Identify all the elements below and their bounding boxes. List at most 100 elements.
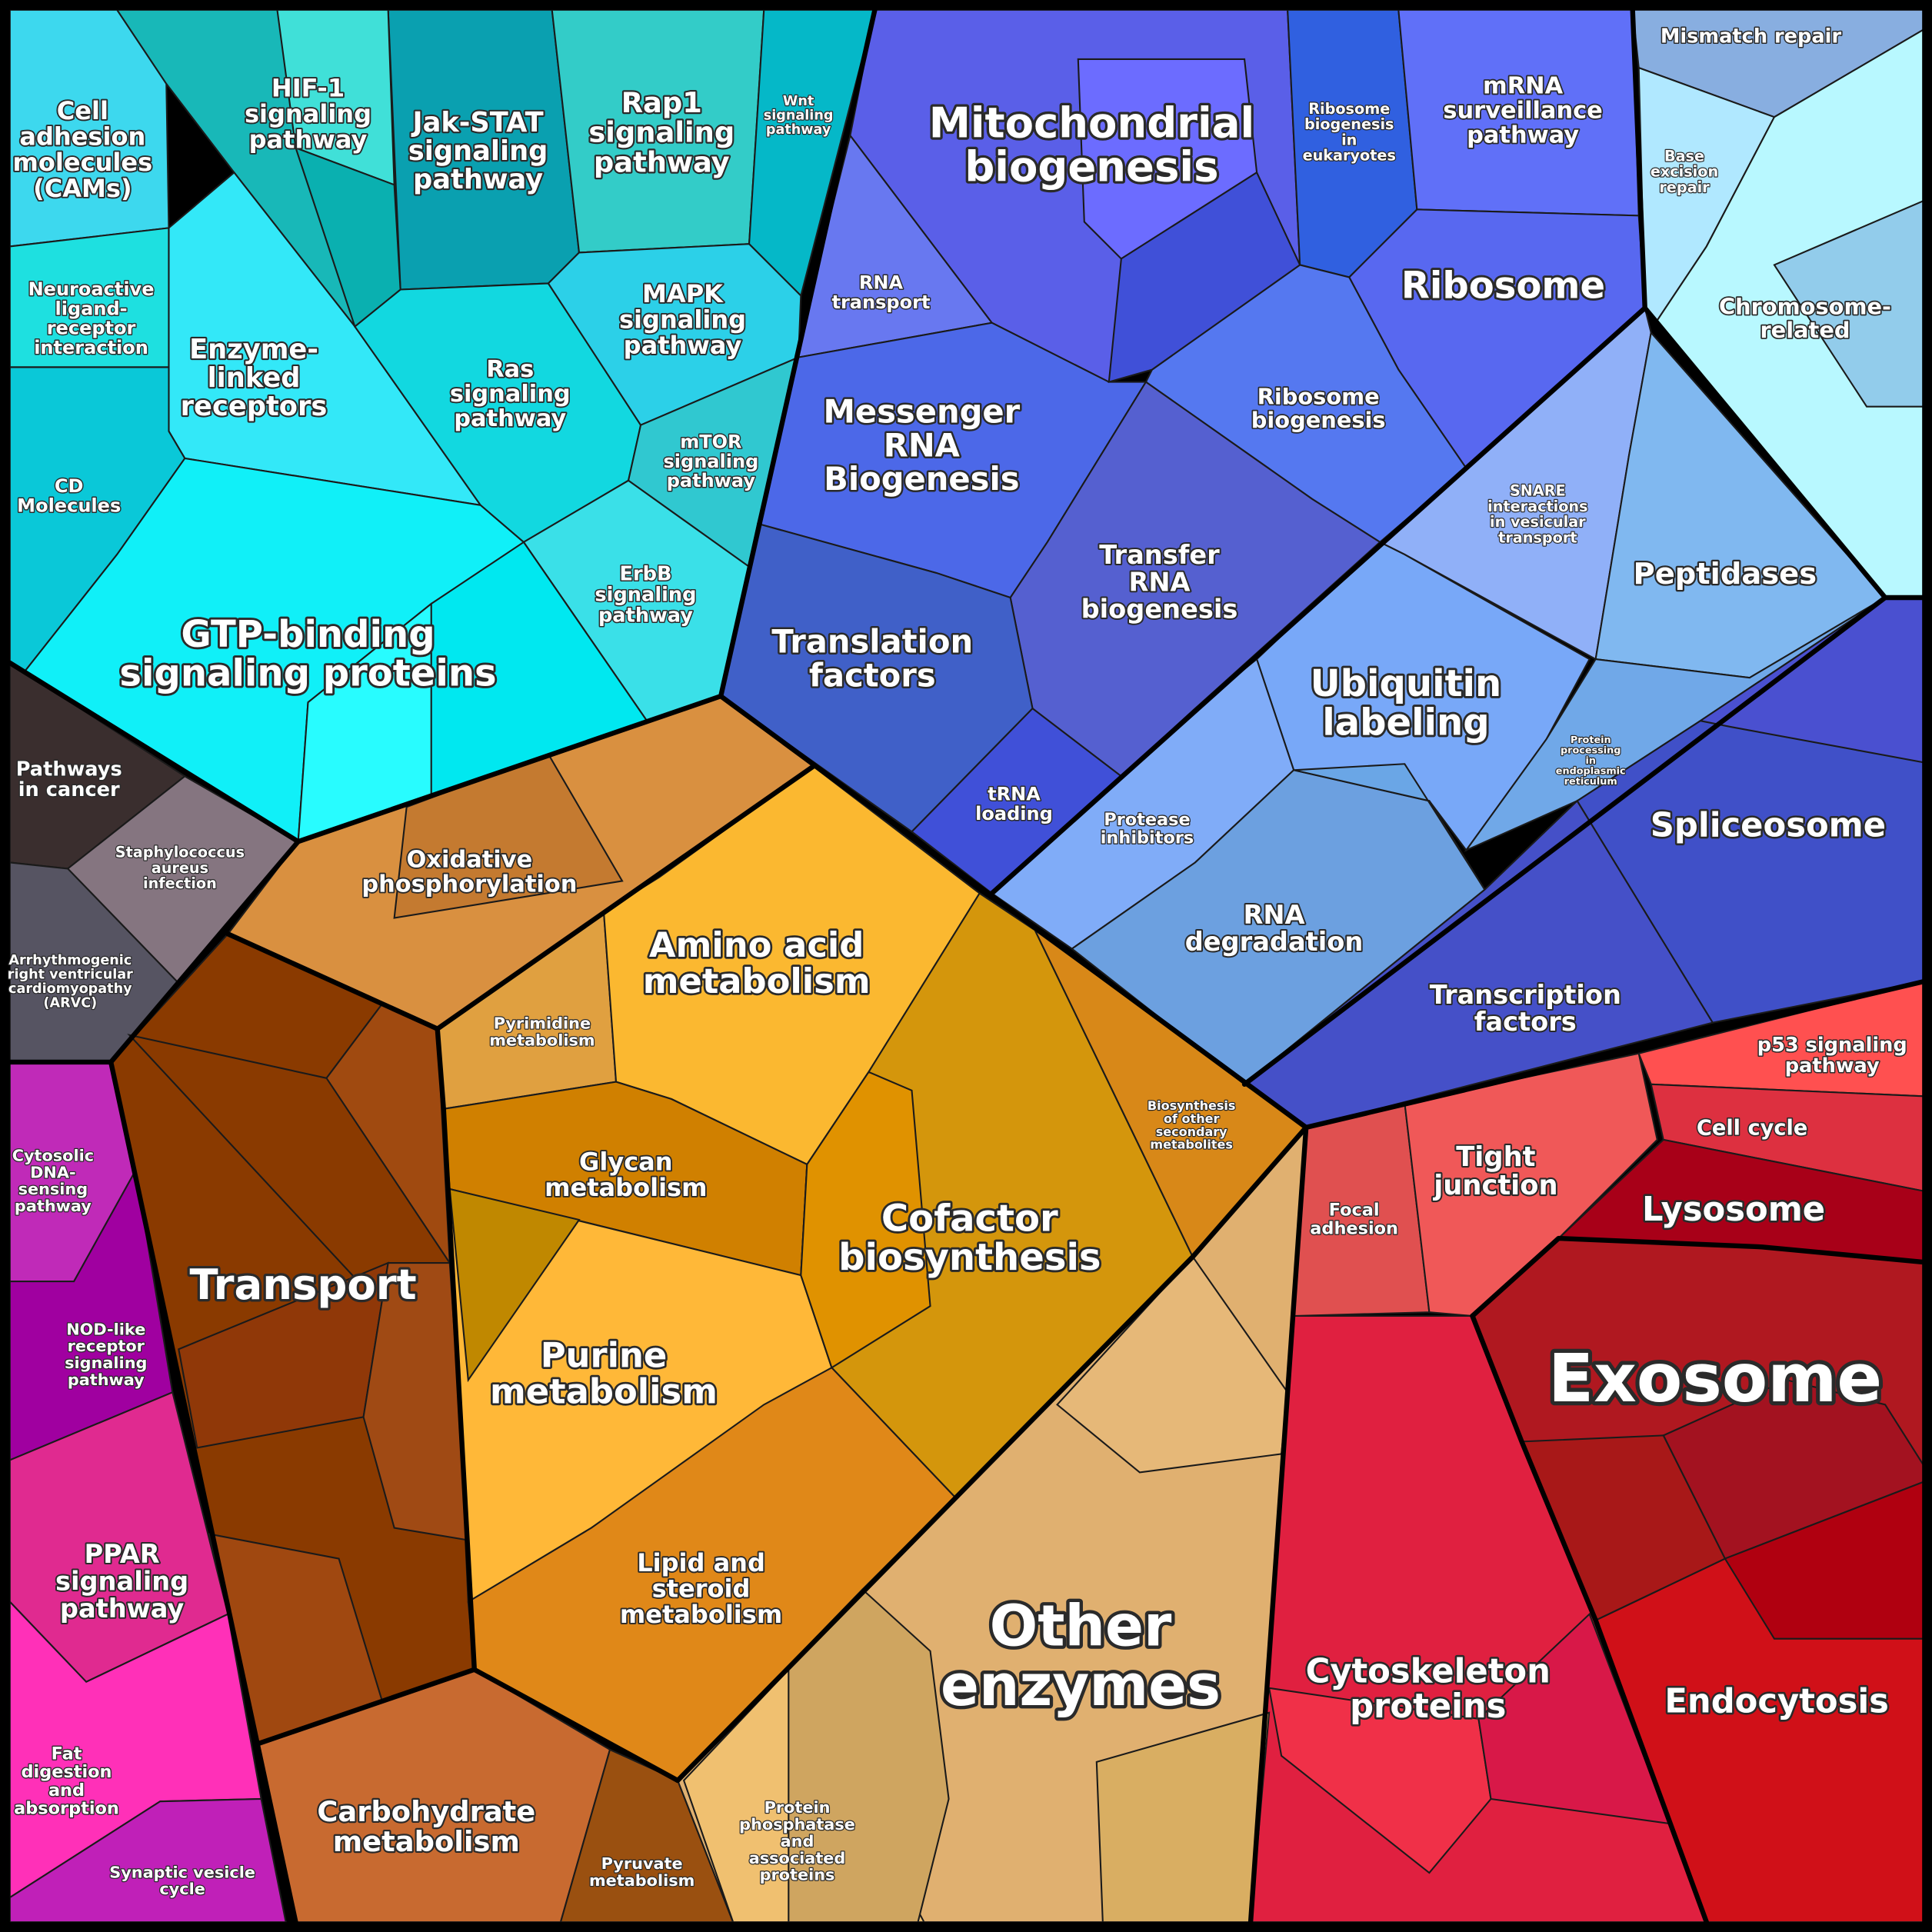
label-line: metabolism	[489, 1031, 595, 1049]
label-line: RNA	[859, 272, 904, 294]
region-label: Pyruvate metabolism	[589, 1854, 695, 1890]
label-line: metabolism	[643, 961, 871, 1001]
label-line: RNA	[884, 426, 961, 464]
label-line: mTOR	[680, 431, 742, 453]
label-line: Lysosome	[1642, 1191, 1825, 1229]
label-line: Protease	[1104, 810, 1190, 830]
region-label: Spliceosome	[1651, 806, 1886, 844]
label-line: phosphatase	[739, 1815, 855, 1834]
region-label: Biosynthesis of other secondary metabolites	[1148, 1098, 1236, 1151]
label-line: factors	[1474, 1007, 1577, 1037]
region-label: Neuroactive ligand-receptor interaction	[28, 278, 155, 358]
label-line: labeling	[1322, 701, 1489, 744]
label-line: Carbohydrate	[317, 1795, 535, 1828]
region-label: Glycan metabolism	[545, 1147, 707, 1202]
region-label: Jak-STAT signaling pathway	[408, 107, 548, 195]
label-line: metabolism	[333, 1825, 520, 1858]
label-line: Ras	[486, 356, 534, 383]
label-line: reticulum	[1564, 776, 1617, 788]
label-line: Ribosome	[1401, 264, 1605, 307]
label-line: Mitochondrial	[929, 98, 1254, 147]
label-line: cycle	[159, 1880, 205, 1898]
region-label: RNA degradation	[1185, 900, 1364, 957]
label-line: biogenesis	[964, 142, 1218, 192]
region-label: Lysosome	[1642, 1191, 1825, 1229]
label-line: Molecules	[17, 495, 121, 516]
region-label: Tight junction	[1432, 1141, 1557, 1201]
subcells	[127, 8, 1932, 1924]
label-line: Cell cycle	[1697, 1117, 1807, 1141]
label-line: endoplasmic	[1556, 766, 1626, 778]
label-line: biogenesis	[1251, 407, 1386, 433]
label-line: secondary	[1156, 1124, 1227, 1139]
region-label: Arrhythmogenic right ventricular cardiomyo…	[8, 953, 133, 1011]
label-line: transport	[831, 291, 930, 313]
labels: Cell adhesion molecules (CAMs)HIF-1 signalin…	[7, 24, 1909, 1899]
region-label: Cell adhesion molecules (CAMs)	[13, 96, 153, 203]
label-line: Transcription	[1430, 980, 1621, 1010]
label-line: aureus	[152, 859, 208, 877]
label-line: receptors	[181, 391, 328, 422]
region-label: Ribosome biogenesis in eukaryotes	[1303, 100, 1396, 165]
subcell	[1724, 1477, 1932, 1640]
label-line: Protein	[1571, 734, 1611, 746]
region-label: ErbB signaling pathway	[595, 562, 696, 627]
label-line: molecules	[13, 148, 153, 177]
label-line: associated	[749, 1849, 846, 1867]
group-border	[675, 1124, 1309, 1784]
label-line: Chromosome-	[1719, 294, 1891, 320]
region-label: mRNA surveillance pathway	[1443, 73, 1602, 149]
region-label: Cytosolic DNA-sensing pathway	[12, 1146, 94, 1215]
group-border	[1470, 1313, 1710, 1925]
label-line: signaling	[588, 116, 734, 149]
region-label: Protease inhibitors	[1101, 810, 1194, 848]
label-line: p53 signaling	[1757, 1034, 1907, 1057]
label-line: Base	[1664, 147, 1704, 165]
region-label: Exosome	[1548, 1341, 1882, 1417]
label-line: DNA-	[30, 1163, 75, 1181]
label-line: HIF-1	[271, 73, 345, 102]
label-line: Messenger	[823, 393, 1020, 431]
label-line: signaling	[245, 99, 371, 128]
label-line: excision	[1651, 163, 1718, 181]
label-line: tRNA	[988, 784, 1041, 805]
label-line: Translation	[771, 623, 973, 661]
label-line: Other	[990, 1594, 1172, 1659]
group-border	[225, 931, 681, 1784]
region-label: tRNA loading	[975, 784, 1053, 824]
region-label: Staphylococcus aureus infection	[115, 844, 245, 892]
region-label: MAPK signaling pathway	[619, 279, 746, 360]
cell	[1650, 1083, 1932, 1194]
region-label: Rap1 signaling pathway	[588, 86, 734, 178]
label-line: ligand-	[55, 298, 127, 319]
label-line: Transport	[189, 1260, 416, 1309]
subcell	[1293, 763, 1486, 891]
region-label: Protein phosphatase and associated proteins	[739, 1798, 855, 1884]
region-label: Lipid and steroid metabolism	[620, 1548, 782, 1629]
region-label: Pathways in cancer	[16, 758, 122, 801]
label-line: transport	[1498, 528, 1577, 546]
label-line: signaling	[595, 583, 696, 606]
label-line: Cofactor	[881, 1198, 1058, 1241]
label-line: pathway	[454, 405, 566, 432]
label-line: loading	[975, 803, 1053, 824]
region-label: Messenger RNA Biogenesis	[823, 393, 1020, 498]
label-line: Ribosome	[1308, 100, 1390, 118]
label-line: CD	[55, 475, 84, 497]
label-line: pathway	[68, 1371, 145, 1389]
label-line: Exosome	[1548, 1341, 1882, 1417]
subcell	[1108, 171, 1301, 384]
label-line: Enzyme-	[189, 334, 318, 365]
region-label: Enzyme-linked receptors	[181, 334, 328, 422]
region-label: Amino acid metabolism	[643, 924, 871, 1001]
group-border	[1630, 7, 1647, 311]
region-label: Wnt signaling pathway	[764, 94, 834, 138]
region-label: Cytoskeleton proteins	[1306, 1653, 1551, 1726]
label-line: pathway	[598, 604, 693, 627]
label-line: junction	[1432, 1170, 1557, 1201]
region-label: Mismatch repair	[1661, 25, 1842, 48]
label-line: Pyruvate	[601, 1854, 683, 1873]
label-line: Protein	[764, 1798, 831, 1817]
subcell	[1773, 196, 1932, 408]
label-line: pathway	[1467, 122, 1579, 149]
